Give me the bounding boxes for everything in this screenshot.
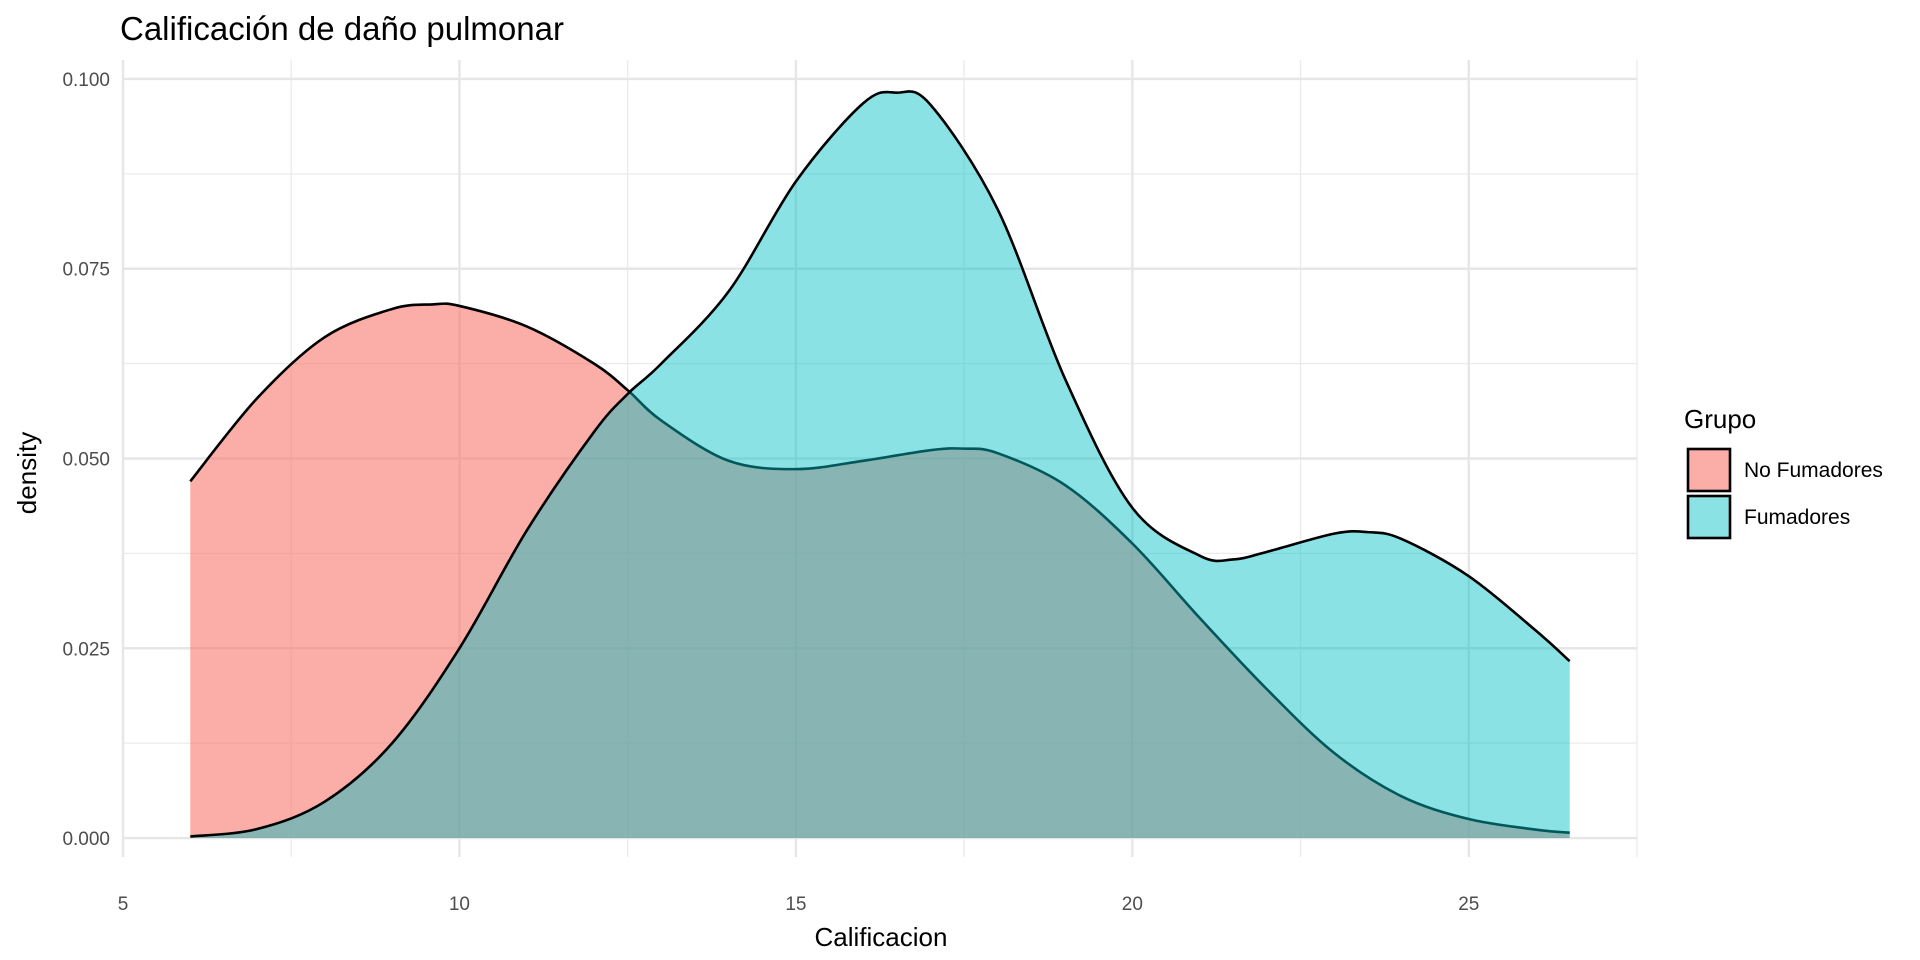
y-tick-label: 0.100 — [62, 70, 110, 91]
x-tick-label: 5 — [118, 894, 129, 915]
density-line-fumadores — [190, 90, 1571, 838]
legend-items: No Fumadores Fumadores — [1686, 447, 1883, 540]
legend-swatch-fumadores — [1686, 494, 1732, 540]
legend-key-background — [1688, 496, 1730, 538]
density-line-no-fumadores — [189, 302, 1570, 835]
density-areas — [189, 90, 1571, 839]
x-tick-label: 15 — [785, 894, 806, 915]
y-axis-ticks: 0.000 0.025 0.050 0.075 0.100 — [62, 70, 110, 850]
y-axis-title: density — [12, 432, 42, 514]
legend-swatch-no-fumadores — [1686, 447, 1732, 493]
density-area-no-fumadores — [190, 303, 1570, 839]
legend-label-no-fumadores: No Fumadores — [1744, 459, 1883, 482]
chart-title: Calificación de daño pulmonar — [120, 10, 564, 47]
legend: Grupo No Fumadores Fumadores — [1684, 404, 1883, 540]
x-tick-label: 25 — [1458, 894, 1479, 915]
legend-label-fumadores: Fumadores — [1744, 506, 1850, 529]
x-axis-title: Calificacion — [815, 922, 948, 952]
density-area-fumadores — [190, 91, 1570, 839]
x-axis-ticks: 5 10 15 20 25 — [118, 894, 1480, 915]
y-tick-label: 0.075 — [62, 260, 110, 281]
x-tick-label: 10 — [449, 894, 470, 915]
y-tick-label: 0.000 — [62, 829, 110, 850]
y-tick-label: 0.025 — [62, 639, 110, 660]
x-tick-label: 20 — [1122, 894, 1143, 915]
legend-title: Grupo — [1684, 404, 1756, 434]
y-tick-label: 0.050 — [62, 450, 110, 471]
